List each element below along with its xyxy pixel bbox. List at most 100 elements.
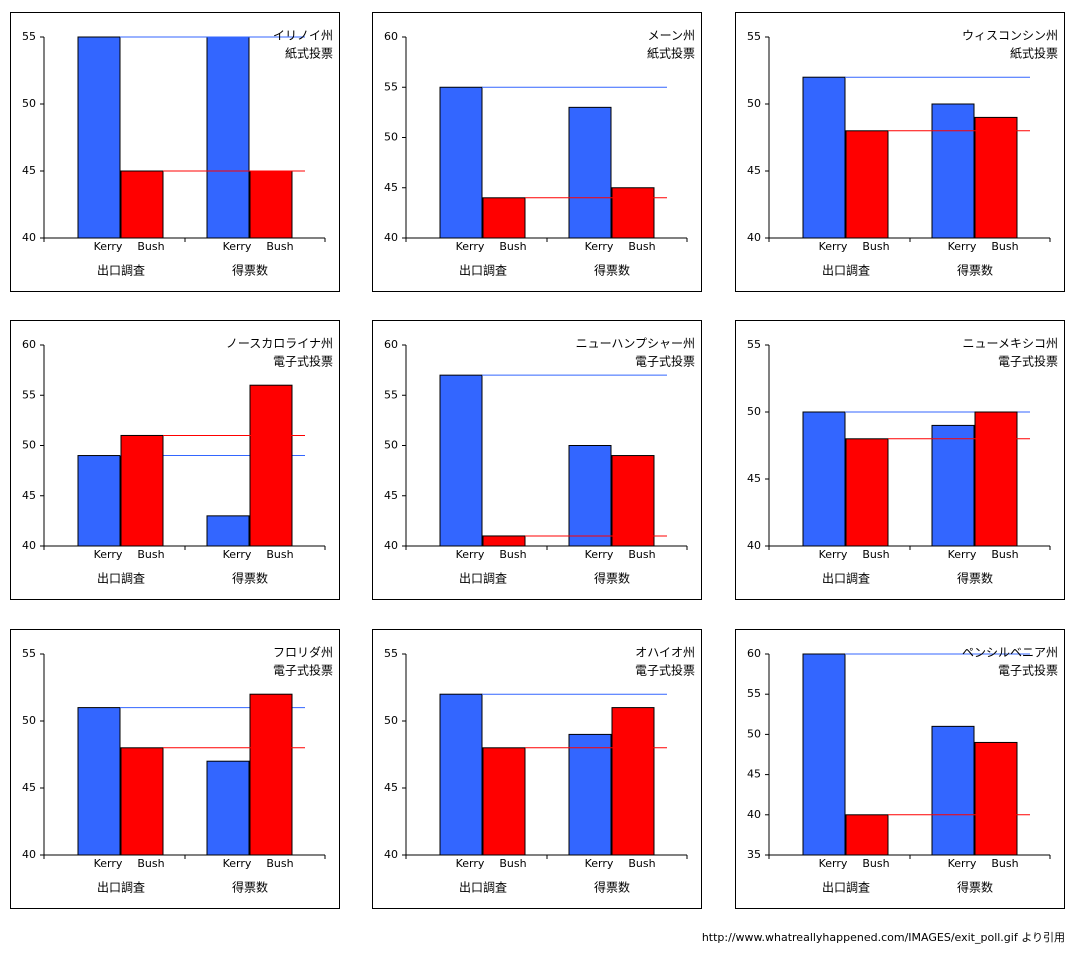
series-label: Bush [499, 240, 526, 253]
y-tick-label: 50 [384, 439, 398, 452]
series-label: Bush [137, 857, 164, 870]
bar [845, 438, 889, 547]
chart-title: イリノイ州 [273, 29, 333, 43]
series-label: Kerry [223, 548, 252, 561]
chart-title: ニューハンプシャー州 [576, 337, 695, 351]
y-tick-label: 50 [22, 97, 36, 110]
x-group-label: 得票数 [957, 263, 993, 278]
y-tick-label: 55 [22, 30, 36, 43]
y-tick-label: 50 [747, 97, 761, 110]
y-tick-label: 60 [384, 338, 398, 351]
y-tick-label: 45 [747, 164, 761, 177]
bar [206, 760, 250, 856]
series-label: Bush [137, 240, 164, 253]
y-tick-label: 55 [384, 388, 398, 401]
y-tick-label: 40 [22, 231, 36, 244]
y-tick-label: 55 [747, 30, 761, 43]
chart-subtitle: 電子式投票 [635, 663, 695, 678]
series-label: Bush [991, 240, 1018, 253]
y-tick-label: 55 [22, 388, 36, 401]
y-tick-label: 40 [384, 231, 398, 244]
series-label: Kerry [94, 240, 123, 253]
bar [931, 103, 975, 239]
bar [439, 86, 483, 239]
series-label: Kerry [94, 548, 123, 561]
x-group-label: 得票数 [594, 571, 630, 586]
bar [482, 197, 526, 239]
x-group-label: 出口調査 [459, 572, 507, 586]
chart-subtitle: 電子式投票 [635, 354, 695, 369]
series-label: Bush [628, 857, 655, 870]
chart-subtitle: 紙式投票 [285, 46, 333, 61]
x-group-label: 出口調査 [97, 264, 145, 278]
y-tick-label: 60 [384, 30, 398, 43]
y-tick-label: 50 [384, 131, 398, 144]
bar [249, 693, 293, 856]
bar [974, 411, 1018, 547]
series-label: Kerry [94, 857, 123, 870]
series-label: Bush [628, 240, 655, 253]
bar [482, 535, 526, 547]
source-note: http://www.whatreallyhappened.com/IMAGES… [702, 930, 1065, 944]
bar [120, 170, 164, 239]
series-label: Bush [137, 548, 164, 561]
chart-title: オハイオ州 [635, 646, 695, 660]
series-label: Bush [991, 857, 1018, 870]
x-group-label: 出口調査 [97, 881, 145, 895]
y-tick-label: 55 [22, 647, 36, 660]
chart-subtitle: 電子式投票 [998, 663, 1058, 678]
x-group-label: 得票数 [957, 880, 993, 895]
bar [845, 130, 889, 239]
x-group-label: 出口調査 [822, 572, 870, 586]
bar [611, 455, 655, 547]
x-group-label: 得票数 [957, 571, 993, 586]
y-tick-label: 50 [747, 727, 761, 740]
y-tick-label: 40 [747, 808, 761, 821]
x-group-label: 出口調査 [459, 264, 507, 278]
bar [568, 106, 612, 239]
series-label: Bush [266, 857, 293, 870]
panel [10, 12, 340, 292]
bar [206, 36, 250, 239]
x-group-label: 得票数 [594, 880, 630, 895]
bar [77, 36, 121, 239]
series-label: Bush [862, 548, 889, 561]
chart-subtitle: 電子式投票 [998, 354, 1058, 369]
chart-subtitle: 電子式投票 [273, 663, 333, 678]
y-tick-label: 35 [747, 848, 761, 861]
bar [120, 747, 164, 856]
y-tick-label: 60 [747, 647, 761, 660]
bar [974, 741, 1018, 856]
series-label: Kerry [456, 240, 485, 253]
series-label: Kerry [948, 548, 977, 561]
series-label: Kerry [819, 548, 848, 561]
y-tick-label: 45 [22, 489, 36, 502]
series-label: Kerry [456, 548, 485, 561]
y-tick-label: 45 [747, 768, 761, 781]
bar [974, 116, 1018, 239]
bar [845, 814, 889, 856]
bar [206, 515, 250, 547]
bar [931, 424, 975, 547]
series-label: Kerry [223, 240, 252, 253]
y-tick-label: 45 [384, 181, 398, 194]
bar [439, 693, 483, 856]
series-label: Bush [266, 240, 293, 253]
bar [249, 384, 293, 547]
bar [802, 411, 846, 547]
y-tick-label: 55 [384, 647, 398, 660]
chart-title: フロリダ州 [273, 645, 333, 660]
y-tick-label: 40 [384, 539, 398, 552]
bar [568, 445, 612, 547]
series-label: Kerry [819, 857, 848, 870]
bar [611, 707, 655, 856]
y-tick-label: 45 [384, 781, 398, 794]
y-tick-label: 50 [384, 714, 398, 727]
series-label: Kerry [223, 857, 252, 870]
chart-title: ニューメキシコ州 [962, 337, 1058, 351]
y-tick-label: 45 [747, 472, 761, 485]
x-group-label: 得票数 [594, 263, 630, 278]
x-group-label: 出口調査 [459, 881, 507, 895]
